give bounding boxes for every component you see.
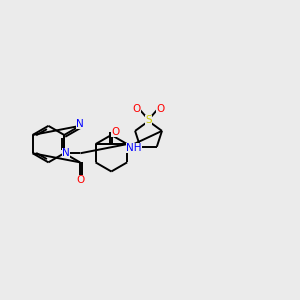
Text: S: S: [145, 115, 152, 125]
Text: O: O: [157, 104, 165, 114]
Text: O: O: [111, 127, 119, 137]
Text: NH: NH: [126, 142, 142, 153]
Text: N: N: [62, 148, 70, 158]
Text: N: N: [76, 119, 84, 129]
Text: O: O: [132, 104, 141, 114]
Text: O: O: [76, 175, 84, 185]
